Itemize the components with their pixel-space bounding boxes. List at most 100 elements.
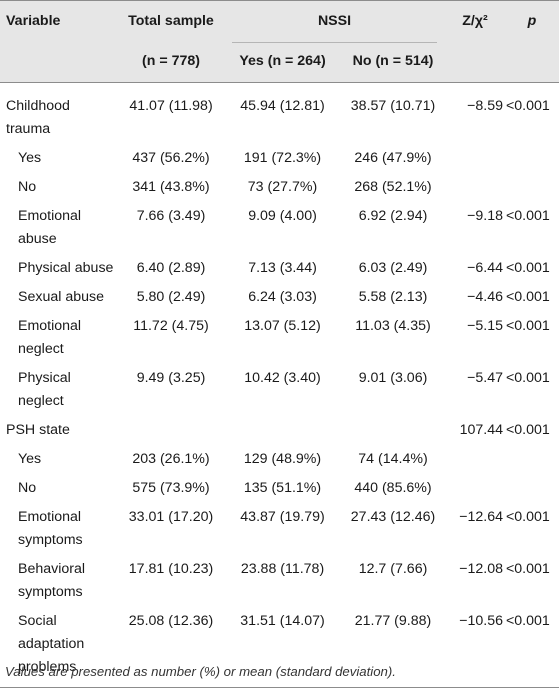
row-label: Behavioral symptoms: [18, 561, 86, 600]
cell-p: <0.001: [506, 422, 550, 438]
cell-nssi-yes: 73 (27.7%): [247, 179, 318, 195]
cell-nssi-no: 6.92 (2.94): [358, 208, 428, 224]
cell-p: [505, 445, 559, 474]
cell-p: [505, 474, 559, 503]
header-p: p: [505, 0, 559, 42]
cell-z-chi: −12.64: [459, 509, 503, 525]
cell-total: 437 (56.2%): [132, 150, 210, 166]
cell-nssi-yes: 23.88 (11.78): [240, 561, 325, 577]
row-label: Social adaptation problems: [0, 607, 118, 688]
table-row: Childhood trauma 41.07 (11.98) 45.94 (12.8…: [0, 83, 559, 145]
row-label: No: [18, 179, 37, 195]
cell-nssi-yes: 135 (51.1%): [243, 480, 322, 496]
cell-nssi-yes: 13.07 (5.12): [244, 318, 321, 334]
cell-nssi-yes: 191 (72.3%): [243, 150, 322, 166]
cell-z-chi: −9.18: [467, 208, 503, 224]
cell-total: [118, 416, 224, 445]
cell-z-chi: −5.47: [467, 370, 503, 386]
cell-nssi-yes: 43.87 (19.79): [240, 509, 325, 525]
cell-nssi-no: 9.01 (3.06): [358, 370, 428, 386]
row-label: No: [18, 480, 37, 496]
cell-nssi-no: 440 (85.6%): [354, 480, 432, 496]
cell-nssi-no: 11.03 (4.35): [355, 318, 431, 334]
cell-p: [505, 173, 559, 202]
cell-nssi-no: 27.43 (12.46): [350, 509, 436, 525]
cell-nssi-no: 6.03 (2.49): [358, 260, 428, 276]
table-row: Behavioral symptoms 17.81 (10.23) 23.88 (1…: [0, 555, 559, 607]
cell-p: <0.001: [506, 208, 550, 224]
table-row: Physical abuse 6.40 (2.89) 7.13 (3.44) 6.03…: [0, 254, 559, 283]
row-label: Physical abuse: [18, 260, 114, 276]
table-row: Yes 203 (26.1%) 129 (48.9%) 74 (14.4%): [0, 445, 559, 474]
row-label: Sexual abuse: [18, 289, 104, 305]
cell-p: <0.001: [506, 561, 550, 577]
cell-z-chi: [445, 474, 505, 503]
header-empty-z: [445, 41, 505, 83]
cell-p: <0.001: [505, 607, 559, 688]
cell-nssi-no: [341, 416, 445, 445]
row-label: Emotional abuse: [18, 208, 82, 247]
cell-z-chi: [445, 144, 505, 173]
header-p-text: p: [527, 12, 537, 29]
table-row: Physical neglect 9.49 (3.25) 10.42 (3.40) 9…: [0, 364, 559, 416]
cell-total: 6.40 (2.89): [136, 260, 206, 276]
cell-nssi-no: 12.7 (7.66): [358, 561, 428, 577]
cell-nssi-yes: 129 (48.9%): [243, 451, 322, 467]
cell-total: 5.80 (2.49): [136, 289, 206, 305]
table-row: Emotional symptoms 33.01 (17.20) 43.87 (19…: [0, 503, 559, 555]
cell-nssi-yes: 7.13 (3.44): [248, 260, 317, 276]
cell-total: 33.01 (17.20): [128, 509, 214, 525]
cell-z-chi: −6.44: [467, 260, 503, 276]
row-label: Physical neglect: [18, 370, 71, 409]
cell-total: 25.08 (12.36): [118, 607, 224, 688]
table-row: Emotional neglect 11.72 (4.75) 13.07 (5.12…: [0, 312, 559, 364]
row-label: Emotional neglect: [18, 318, 82, 357]
header-nssi: NSSI: [224, 0, 445, 43]
table-note: Values are presented as number (%) or me…: [5, 664, 396, 679]
header-total-sample: Total sample: [118, 0, 224, 42]
cell-z-chi: [445, 445, 505, 474]
cell-nssi-yes: 6.24 (3.03): [248, 289, 317, 305]
header-empty: [0, 41, 118, 83]
cell-z-chi: −5.15: [467, 318, 503, 334]
cell-z-chi: [445, 173, 505, 202]
row-label: Yes: [18, 451, 42, 467]
cell-total: 575 (73.9%): [132, 480, 210, 496]
header-row-2: (n = 778) Yes (n = 264) No (n = 514): [0, 41, 559, 83]
cell-total: 17.81 (10.23): [128, 561, 214, 577]
header-variable: Variable: [0, 0, 118, 42]
cell-nssi-no: 38.57 (10.71): [350, 98, 436, 114]
cell-nssi-yes: 10.42 (3.40): [244, 370, 321, 386]
table-row: No 341 (43.8%) 73 (27.7%) 268 (52.1%): [0, 173, 559, 202]
cell-z-chi: 107.44: [459, 422, 503, 438]
cell-p: <0.001: [506, 289, 550, 305]
table-row: Yes 437 (56.2%) 191 (72.3%) 246 (47.9%): [0, 144, 559, 173]
cell-total: 41.07 (11.98): [129, 98, 213, 114]
cell-z-chi: −4.46: [467, 289, 503, 305]
header-no-n: No (n = 514): [341, 41, 445, 83]
cell-z-chi: −12.08: [459, 561, 503, 577]
header-empty-p: [505, 41, 559, 83]
header-yes-n: Yes (n = 264): [224, 41, 341, 83]
cell-p: <0.001: [506, 509, 550, 525]
cell-total: 7.66 (3.49): [136, 208, 206, 224]
cell-total: 203 (26.1%): [132, 451, 210, 467]
table-row: Social adaptation problems 25.08 (12.36) 3…: [0, 607, 559, 688]
row-label: Yes: [18, 150, 42, 166]
row-label: Emotional symptoms: [18, 509, 83, 548]
cell-total: 11.72 (4.75): [133, 318, 209, 334]
header-z-chi: Z/χ²: [445, 0, 505, 42]
table-body: Childhood trauma 41.07 (11.98) 45.94 (12.8…: [0, 83, 559, 688]
cell-nssi-yes: 31.51 (14.07): [224, 607, 341, 688]
cell-nssi-no: 268 (52.1%): [354, 179, 432, 195]
cell-p: <0.001: [506, 260, 550, 276]
cell-nssi-yes: [224, 416, 341, 445]
cell-nssi-yes: 9.09 (4.00): [248, 208, 317, 224]
cell-p: <0.001: [506, 370, 550, 386]
table-row: Emotional abuse 7.66 (3.49) 9.09 (4.00) 6.9…: [0, 202, 559, 254]
cell-total: 341 (43.8%): [132, 179, 210, 195]
header-total-n: (n = 778): [118, 41, 224, 83]
cell-p: <0.001: [506, 318, 550, 334]
